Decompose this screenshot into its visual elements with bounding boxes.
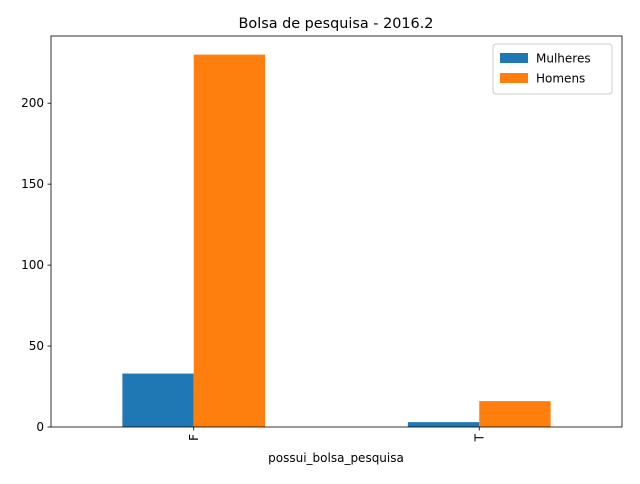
y-tick-label-200: 200 bbox=[21, 96, 44, 110]
legend-swatch-homens bbox=[500, 73, 528, 83]
y-tick-label-100: 100 bbox=[21, 258, 44, 272]
x-tick-label-t: T bbox=[472, 433, 486, 442]
x-tick-label-f: F bbox=[187, 434, 201, 441]
bar-mulheres-f bbox=[122, 373, 194, 427]
y-tick-label-50: 50 bbox=[29, 339, 44, 353]
y-tick-label-150: 150 bbox=[21, 177, 44, 191]
legend-swatch-mulheres bbox=[500, 53, 528, 63]
x-axis-label: possui_bolsa_pesquisa bbox=[268, 451, 404, 465]
chart-title: Bolsa de pesquisa - 2016.2 bbox=[239, 16, 434, 32]
legend: Mulheres Homens bbox=[492, 43, 613, 95]
bar-homens-t bbox=[479, 401, 551, 427]
legend-label-mulheres: Mulheres bbox=[536, 52, 591, 66]
legend-label-homens: Homens bbox=[536, 72, 585, 86]
y-tick-label-0: 0 bbox=[36, 420, 44, 434]
plot-frame bbox=[50, 35, 623, 428]
bar-mulheres-t bbox=[407, 422, 480, 427]
axes-layer: 0 50 100 150 200 F T bbox=[21, 35, 623, 442]
bar-homens-f bbox=[193, 54, 266, 428]
bars-layer bbox=[122, 54, 551, 428]
